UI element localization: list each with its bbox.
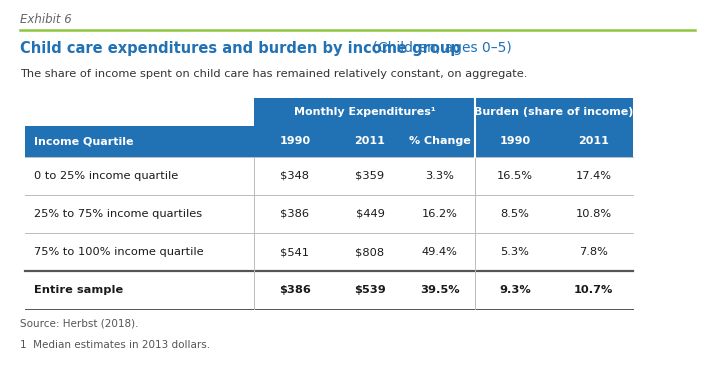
Text: 9.3%: 9.3% xyxy=(499,285,531,295)
Text: % Change: % Change xyxy=(409,137,470,146)
Text: 5.3%: 5.3% xyxy=(500,247,529,257)
Text: The share of income spent on child care has remained relatively constant, on agg: The share of income spent on child care … xyxy=(20,69,528,79)
Text: 25% to 75% income quartiles: 25% to 75% income quartiles xyxy=(34,209,202,219)
Text: $359: $359 xyxy=(355,171,385,181)
Text: Source: Herbst (2018).: Source: Herbst (2018). xyxy=(20,319,139,329)
Text: Monthly Expenditures¹: Monthly Expenditures¹ xyxy=(294,107,435,117)
Text: 49.4%: 49.4% xyxy=(422,247,458,257)
FancyBboxPatch shape xyxy=(254,98,475,126)
Text: 2011: 2011 xyxy=(578,137,609,146)
Text: $348: $348 xyxy=(280,171,310,181)
Text: 10.7%: 10.7% xyxy=(573,285,613,295)
Text: Income Quartile: Income Quartile xyxy=(34,137,133,146)
Text: 0 to 25% income quartile: 0 to 25% income quartile xyxy=(34,171,178,181)
Text: $539: $539 xyxy=(354,285,386,295)
Text: 10.8%: 10.8% xyxy=(576,209,611,219)
Text: Burden (share of income): Burden (share of income) xyxy=(475,107,633,117)
Text: 75% to 100% income quartile: 75% to 100% income quartile xyxy=(34,247,203,257)
Text: 2011: 2011 xyxy=(355,137,385,146)
Text: $386: $386 xyxy=(279,285,311,295)
Text: Entire sample: Entire sample xyxy=(34,285,123,295)
Text: Exhibit 6: Exhibit 6 xyxy=(20,13,72,26)
Text: $386: $386 xyxy=(280,209,310,219)
Text: 1990: 1990 xyxy=(280,137,310,146)
Text: $541: $541 xyxy=(280,247,310,257)
Text: 16.5%: 16.5% xyxy=(497,171,533,181)
Text: $449: $449 xyxy=(355,209,385,219)
FancyBboxPatch shape xyxy=(475,98,633,126)
Text: Child care expenditures and burden by income group: Child care expenditures and burden by in… xyxy=(20,41,460,56)
Text: 1990: 1990 xyxy=(499,137,531,146)
Text: 7.8%: 7.8% xyxy=(579,247,608,257)
Text: (Children, ages 0–5): (Children, ages 0–5) xyxy=(368,41,512,55)
Text: 16.2%: 16.2% xyxy=(422,209,458,219)
Text: 8.5%: 8.5% xyxy=(500,209,529,219)
Text: 17.4%: 17.4% xyxy=(576,171,611,181)
Text: $808: $808 xyxy=(355,247,385,257)
Text: Child care expenditures and burden by income group: Child care expenditures and burden by in… xyxy=(0,370,1,371)
Text: Child care expenditures and burden by income group (Children, ages 0–5): Child care expenditures and burden by in… xyxy=(20,41,563,56)
FancyBboxPatch shape xyxy=(25,126,633,157)
Text: 1  Median estimates in 2013 dollars.: 1 Median estimates in 2013 dollars. xyxy=(20,340,210,350)
Text: 3.3%: 3.3% xyxy=(425,171,454,181)
Text: 39.5%: 39.5% xyxy=(420,285,460,295)
